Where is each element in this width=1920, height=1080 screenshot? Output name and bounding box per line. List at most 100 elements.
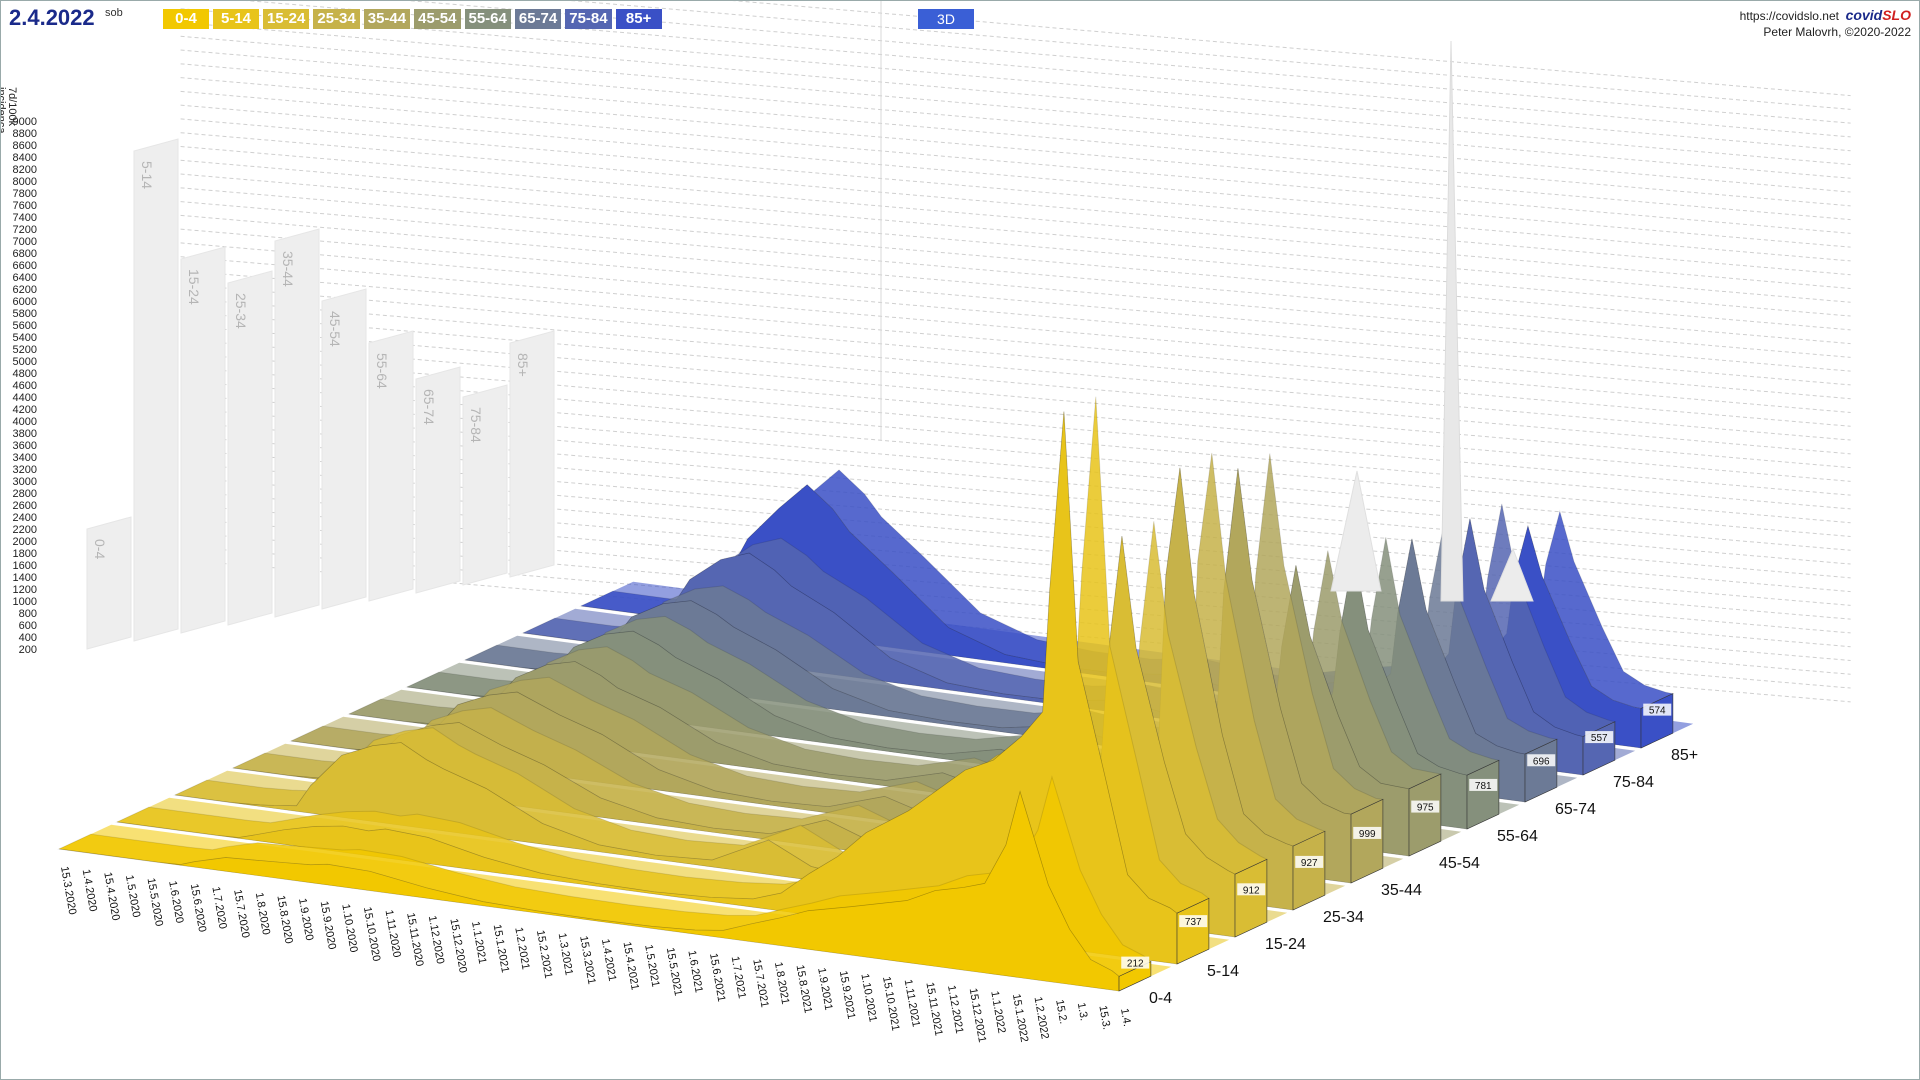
max-ghost-bar <box>415 366 461 594</box>
x-tick-label: 15.3. <box>1096 1005 1112 1031</box>
y-tick-label: 5800 <box>13 308 37 320</box>
grid-line <box>180 242 1851 386</box>
y-tick-label: 1000 <box>13 596 37 608</box>
grid-line <box>180 228 1851 372</box>
y-tick-label: 200 <box>19 644 37 656</box>
grid-line <box>180 63 1851 207</box>
y-tick-label: 1600 <box>13 560 37 572</box>
value-box <box>1179 915 1208 928</box>
y-tick-label: 8800 <box>13 128 37 140</box>
grid-line <box>180 421 1851 565</box>
value-box <box>1585 731 1614 744</box>
y-tick-label: 8600 <box>13 140 37 152</box>
legend-button-75-84[interactable]: 75-84 <box>565 9 612 29</box>
max-ghost-bar <box>462 384 508 586</box>
3d-toggle-button[interactable]: 3D <box>918 9 974 29</box>
legend-button-15-24[interactable]: 15-24 <box>263 9 310 29</box>
max-ghost-bar <box>133 138 179 642</box>
y-tick-label: 7800 <box>13 188 37 200</box>
legend-button-55-64[interactable]: 55-64 <box>464 9 511 29</box>
x-tick-label: 15.10.2020 <box>361 906 382 962</box>
y-tick-label: 6400 <box>13 272 37 284</box>
grid-line <box>180 77 1851 221</box>
legend-button-25-34[interactable]: 25-34 <box>313 9 360 29</box>
y-tick-label: 5600 <box>13 320 37 332</box>
grid-line <box>180 352 1851 496</box>
age-legend: 0-4 5-14 15-24 25-34 35-44 45-54 55-64 65-74 75-… <box>163 9 662 29</box>
legend-button-0-4[interactable]: 0-4 <box>163 9 209 29</box>
grid-line <box>180 269 1851 413</box>
current-value-label: 737 <box>1185 917 1202 928</box>
y-tick-label: 6000 <box>13 296 37 308</box>
grid-line <box>180 366 1851 510</box>
brand-logo: covidSLO <box>1845 7 1911 23</box>
grid-line <box>180 283 1851 427</box>
ghost-bar-label: 5-14 <box>139 161 155 189</box>
series-endcap <box>1292 830 1326 911</box>
y-tick-label: 3600 <box>13 440 37 452</box>
x-tick-label: 1.6.2020 <box>166 880 185 924</box>
y-tick-label: 800 <box>19 608 37 620</box>
value-box <box>1469 778 1498 791</box>
x-tick-label: 1.8.2021 <box>772 961 791 1005</box>
x-tick-label: 1.4.2021 <box>599 938 618 982</box>
grid-line <box>180 214 1851 358</box>
legend-button-35-44[interactable]: 35-44 <box>363 9 411 29</box>
legend-button-45-54[interactable]: 45-54 <box>414 9 461 29</box>
depth-label: 45-54 <box>1439 855 1480 872</box>
author: Peter Malovrh, ©2020-2022 <box>1763 25 1911 39</box>
current-value-label: 557 <box>1591 733 1608 744</box>
y-tick-label: 400 <box>19 632 37 644</box>
series-endcap <box>1176 897 1210 965</box>
x-tick-label: 1.12.2020 <box>426 915 446 965</box>
x-tick-label: 1.3.2021 <box>556 932 575 976</box>
x-tick-label: 15.10.2021 <box>880 976 901 1032</box>
max-ghost-bar <box>227 270 273 626</box>
grid-line <box>180 104 1851 248</box>
y-tick-label: 5400 <box>13 332 37 344</box>
y-tick-label: 2600 <box>13 500 37 512</box>
y-tick-label: 7000 <box>13 236 37 248</box>
x-tick-label: 1.10.2021 <box>858 973 878 1023</box>
x-tick-label: 1.8.2020 <box>253 892 272 936</box>
grid-line <box>180 338 1851 482</box>
grid-line <box>180 407 1851 551</box>
ghost-bar-label: 25-34 <box>233 293 249 329</box>
y-tick-label: 6600 <box>13 260 37 272</box>
site-url[interactable]: https://covidslo.net <box>1739 9 1839 23</box>
current-value-label: 975 <box>1417 803 1434 814</box>
x-tick-label: 15.12.2020 <box>447 918 468 974</box>
depth-label: 0-4 <box>1149 990 1172 1007</box>
x-tick-label: 15.9.2020 <box>318 900 338 950</box>
series-endcap <box>1118 961 1152 992</box>
max-ghost-bar <box>509 330 555 578</box>
y-tick-label: 3200 <box>13 464 37 476</box>
y-tick-label: 8000 <box>13 176 37 188</box>
y-tick-label: 4800 <box>13 368 37 380</box>
legend-button-65-74[interactable]: 65-74 <box>514 9 562 29</box>
y-tick-label: 7600 <box>13 200 37 212</box>
series-endcap <box>1408 773 1442 857</box>
x-tick-label: 1.7.2021 <box>729 955 748 999</box>
grid-line <box>180 159 1851 303</box>
grid-line <box>732 1 1851 97</box>
ghost-bar-label: 0-4 <box>92 539 108 559</box>
current-value-label: 696 <box>1533 756 1550 767</box>
y-axis-label: 7d/100k incidenca <box>0 87 18 134</box>
max-ghost-bar <box>368 330 414 602</box>
x-tick-label: 15.5.2021 <box>664 947 684 997</box>
x-tick-label: 1.5.2020 <box>123 874 142 918</box>
y-tick-label: 1800 <box>13 548 37 560</box>
x-tick-label: 1.11.2021 <box>902 978 922 1027</box>
x-tick-label: 1.9.2021 <box>815 967 834 1011</box>
legend-button-5-14[interactable]: 5-14 <box>213 9 259 29</box>
y-tick-label: 6200 <box>13 284 37 296</box>
x-tick-label: 1.5.2021 <box>642 944 661 988</box>
x-tick-label: 1.6.2021 <box>685 949 704 993</box>
y-tick-label: 4600 <box>13 380 37 392</box>
legend-button-85+[interactable]: 85+ <box>615 9 662 29</box>
ghost-bar-label: 15-24 <box>186 269 202 305</box>
y-tick-label: 4400 <box>13 392 37 404</box>
x-tick-label: 1.11.2020 <box>383 909 403 958</box>
depth-label: 5-14 <box>1207 963 1239 980</box>
